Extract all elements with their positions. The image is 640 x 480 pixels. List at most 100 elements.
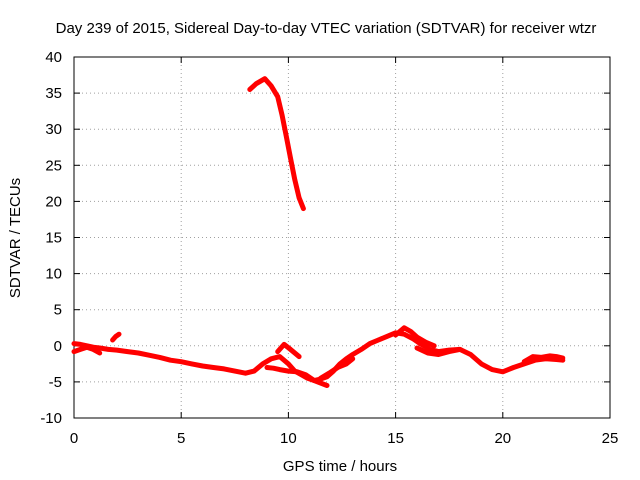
data-point <box>97 345 102 351</box>
data-point <box>292 177 297 182</box>
data-point <box>146 353 152 358</box>
data-point <box>301 206 306 211</box>
data-point <box>284 134 289 139</box>
y-tick-label: 30 <box>45 121 62 138</box>
data-point <box>414 334 420 340</box>
data-point <box>344 361 349 367</box>
data-point <box>91 347 96 352</box>
data-point <box>324 383 330 388</box>
y-tick-label: 15 <box>45 230 62 247</box>
data-point <box>522 359 527 364</box>
y-tick-label: -5 <box>49 374 62 391</box>
series-layer <box>71 76 566 388</box>
x-tick-label: 0 <box>70 430 78 447</box>
data-point <box>425 350 430 356</box>
y-tick-label: 25 <box>45 157 62 174</box>
data-point <box>275 94 280 99</box>
y-tick-label: 5 <box>54 302 62 319</box>
x-tick-label: 25 <box>602 430 619 447</box>
data-point <box>288 155 293 161</box>
data-point <box>279 112 285 118</box>
series-line-1 <box>71 330 566 383</box>
data-point <box>402 332 407 337</box>
grid-lines <box>74 57 610 418</box>
data-point <box>277 367 282 372</box>
data-point <box>367 341 373 346</box>
data-point <box>221 366 227 372</box>
data-point <box>84 345 90 350</box>
data-point <box>78 347 83 352</box>
data-point <box>419 342 424 347</box>
data-point <box>414 345 420 351</box>
x-axis-ticks: 0 5 10 15 20 25 <box>70 57 619 447</box>
data-point <box>125 349 130 354</box>
data-point <box>157 355 162 360</box>
data-point <box>106 347 111 352</box>
y-tick-label: 40 <box>45 49 62 66</box>
data-point <box>335 365 340 370</box>
data-point <box>303 372 308 377</box>
series-line-5 <box>275 341 302 360</box>
data-point <box>489 367 495 372</box>
data-point <box>262 76 267 81</box>
data-point <box>294 369 300 374</box>
data-point <box>71 349 77 354</box>
data-point <box>243 371 248 376</box>
data-point <box>457 347 463 352</box>
y-axis-ticks: -10 -5 0 5 10 15 20 25 30 35 40 <box>40 49 610 427</box>
y-tick-label: 10 <box>45 266 62 283</box>
data-point <box>269 83 274 89</box>
y-tick-label: 0 <box>54 338 62 355</box>
data-point <box>269 356 274 361</box>
y-axis-label: SDTVAR / TECUs <box>7 178 24 298</box>
data-point <box>350 356 355 361</box>
y-tick-label: 35 <box>45 85 62 102</box>
data-point <box>110 337 115 343</box>
data-point <box>447 349 452 354</box>
data-point <box>350 352 355 357</box>
data-point <box>311 378 317 383</box>
data-point <box>113 334 119 339</box>
data-point <box>436 352 441 357</box>
data-point <box>326 371 332 376</box>
data-point <box>78 342 83 347</box>
y-tick-label: 20 <box>45 193 62 210</box>
data-point <box>547 353 553 359</box>
x-axis-label: GPS time / hours <box>283 458 397 475</box>
data-point <box>432 343 437 348</box>
data-point <box>530 354 535 359</box>
x-tick-label: 5 <box>177 430 185 447</box>
data-point <box>168 358 173 363</box>
data-point <box>71 341 77 346</box>
x-tick-label: 15 <box>387 430 404 447</box>
data-point <box>275 349 280 354</box>
data-point <box>286 368 291 374</box>
y-tick-label: -10 <box>40 410 62 427</box>
data-point <box>114 347 120 353</box>
data-point <box>281 342 287 347</box>
data-point <box>200 363 205 369</box>
data-point <box>318 376 323 381</box>
data-point <box>539 355 544 360</box>
data-point <box>232 368 237 374</box>
chart-title: Day 239 of 2015, Sidereal Day-to-day VTE… <box>56 20 597 37</box>
data-point <box>393 332 398 338</box>
data-point <box>376 337 381 343</box>
data-point <box>136 350 141 356</box>
data-point <box>264 365 270 370</box>
data-point <box>254 81 259 86</box>
data-point <box>97 350 102 356</box>
data-point <box>271 366 276 371</box>
data-point <box>479 361 484 367</box>
x-tick-label: 20 <box>494 430 511 447</box>
data-point <box>427 347 433 352</box>
data-point <box>179 359 184 364</box>
data-point <box>408 329 413 334</box>
data-point <box>359 347 364 352</box>
data-point <box>402 325 407 330</box>
data-point <box>260 361 265 367</box>
data-point <box>296 195 302 200</box>
data-point <box>189 361 195 367</box>
data-point <box>468 352 473 357</box>
